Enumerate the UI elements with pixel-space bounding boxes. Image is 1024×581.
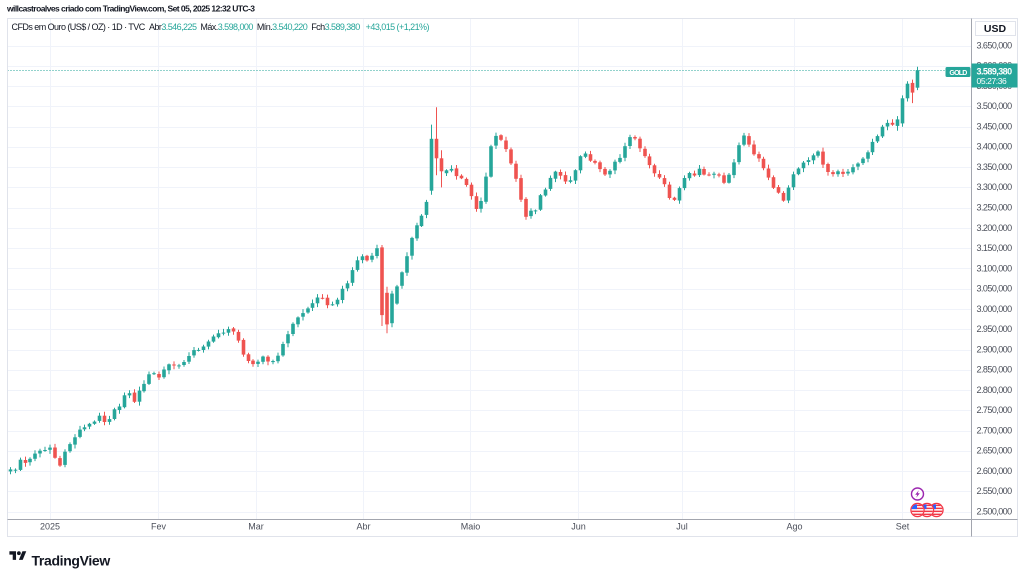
- svg-text:2.700,000: 2.700,000: [977, 425, 1013, 435]
- svg-text:3.589,380: 3.589,380: [977, 67, 1013, 77]
- svg-text:2.900,000: 2.900,000: [977, 344, 1013, 354]
- svg-text:2025: 2025: [40, 522, 60, 532]
- svg-text:3.200,000: 3.200,000: [977, 223, 1013, 233]
- svg-text:3.650,000: 3.650,000: [977, 40, 1013, 50]
- svg-text:2.650,000: 2.650,000: [977, 446, 1013, 456]
- svg-text:Set: Set: [896, 522, 910, 532]
- svg-text:TradingView: TradingView: [32, 553, 111, 569]
- svg-text:Jun: Jun: [571, 522, 586, 532]
- svg-text:GOLD: GOLD: [949, 70, 967, 77]
- svg-text:2.600,000: 2.600,000: [977, 466, 1013, 476]
- svg-text:2.800,000: 2.800,000: [977, 385, 1013, 395]
- svg-text:Mar: Mar: [248, 522, 264, 532]
- svg-text:2.950,000: 2.950,000: [977, 324, 1013, 334]
- svg-text:USD: USD: [984, 23, 1007, 35]
- svg-text:2.850,000: 2.850,000: [977, 365, 1013, 375]
- svg-text:Abr: Abr: [356, 522, 370, 532]
- svg-text:2.500,000: 2.500,000: [977, 506, 1013, 516]
- svg-text:2.750,000: 2.750,000: [977, 405, 1013, 415]
- svg-text:2.550,000: 2.550,000: [977, 486, 1013, 496]
- svg-text:3.150,000: 3.150,000: [977, 243, 1013, 253]
- svg-text:CFDs em Ouro (US$ / OZ) · 1D ·: CFDs em Ouro (US$ / OZ) · 1D · TVC Abr3.5…: [12, 22, 430, 32]
- svg-text:3.350,000: 3.350,000: [977, 162, 1013, 172]
- svg-text:Fev: Fev: [151, 522, 167, 532]
- svg-text:3.300,000: 3.300,000: [977, 182, 1013, 192]
- svg-text:Jul: Jul: [676, 522, 688, 532]
- svg-text:Ago: Ago: [786, 522, 802, 532]
- svg-text:Maio: Maio: [461, 522, 481, 532]
- svg-text:3.450,000: 3.450,000: [977, 122, 1013, 132]
- svg-text:3.000,000: 3.000,000: [977, 304, 1013, 314]
- svg-text:3.250,000: 3.250,000: [977, 203, 1013, 213]
- svg-text:willcastroalves criado com Tra: willcastroalves criado com TradingView.c…: [6, 4, 255, 14]
- svg-text:3.500,000: 3.500,000: [977, 101, 1013, 111]
- svg-text:3.100,000: 3.100,000: [977, 263, 1013, 273]
- svg-text:3.400,000: 3.400,000: [977, 142, 1013, 152]
- svg-text:3.050,000: 3.050,000: [977, 284, 1013, 294]
- svg-text:05:27:36: 05:27:36: [977, 76, 1008, 86]
